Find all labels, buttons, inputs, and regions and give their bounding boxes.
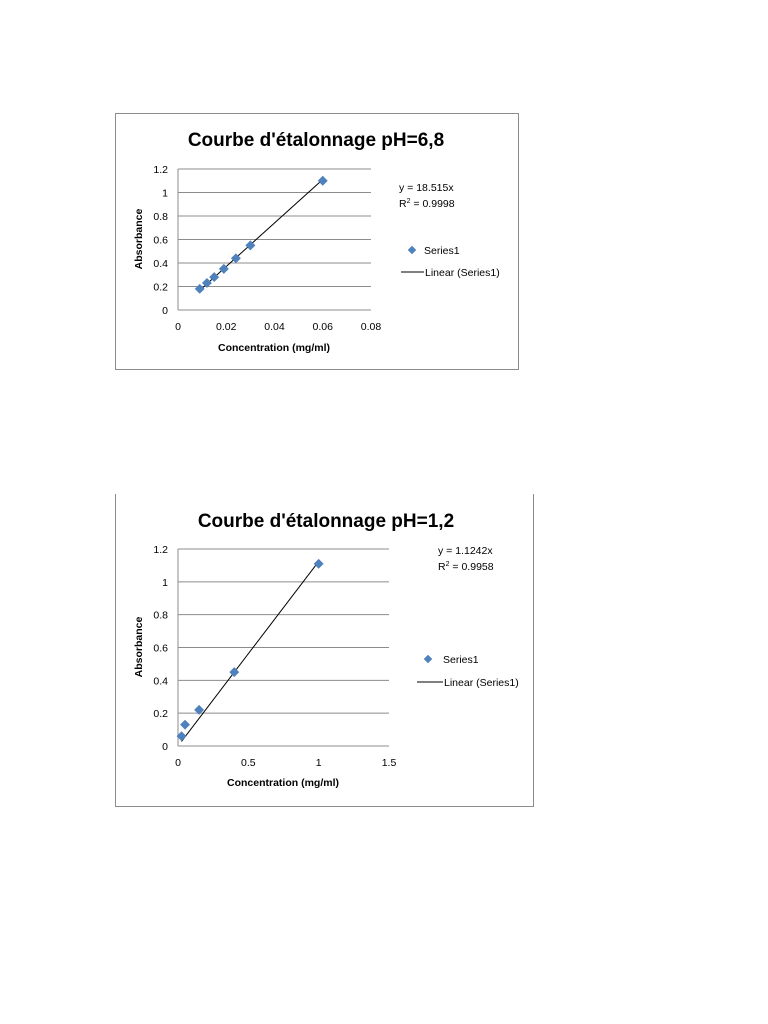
y-tick-label: 1: [162, 577, 168, 589]
data-point-diamond-icon: [245, 240, 256, 251]
x-axis-ticks: 0 0.5 1 1.5: [175, 757, 396, 769]
x-axis-label: Concentration (mg/ml): [218, 342, 330, 354]
y-tick-label: 0.4: [153, 258, 168, 270]
y-tick-label: 1.2: [153, 164, 168, 176]
y-tick-label: 0.8: [153, 610, 168, 622]
y-tick-label: 0.4: [153, 675, 168, 687]
data-point-diamond-icon: [317, 175, 328, 186]
y-tick-label: 0.6: [153, 235, 168, 247]
legend-linear: Linear (Series1): [425, 267, 500, 279]
y-tick-label: 0.6: [153, 643, 168, 655]
gridlines: [178, 168, 371, 311]
diamond-marker-icon: [407, 245, 417, 255]
data-point-diamond-icon: [230, 253, 241, 264]
data-point-diamond-icon: [202, 278, 212, 288]
x-tick-label: 1.5: [382, 757, 397, 769]
y-tick-label: 0.2: [153, 282, 168, 294]
legend-series1: Series1: [443, 654, 479, 666]
y-tick-label: 0: [162, 305, 168, 317]
y-tick-label: 1: [162, 188, 168, 200]
y-tick-label: 0.2: [153, 708, 168, 720]
chart-svg: Courbe d'étalonnage pH=6,8 0 0.2 0.4 0.6 0.8…: [133, 130, 500, 354]
y-tick-label: 1.2: [153, 544, 168, 556]
data-point-diamond-icon: [194, 283, 205, 294]
x-tick-label: 1: [316, 757, 322, 769]
chart-title: Courbe d'étalonnage pH=1,2: [198, 511, 454, 532]
y-tick-label: 0: [162, 741, 168, 753]
r-squared: R2 = 0.9958: [438, 561, 494, 573]
data-point-diamond-icon: [229, 667, 240, 678]
legend: Series1 Linear (Series1): [417, 654, 519, 689]
legend: Series1 Linear (Series1): [401, 245, 500, 279]
x-tick-label: 0.08: [361, 321, 382, 333]
trendline-path: [199, 179, 324, 291]
y-axis-label: Absorbance: [133, 617, 145, 678]
legend-series1: Series1: [424, 245, 460, 257]
data-points: [176, 558, 324, 742]
x-axis-ticks: 0 0.02 0.04 0.06 0.08: [175, 321, 381, 333]
x-tick-label: 0.06: [313, 321, 334, 333]
chart-ph-1-2: Courbe d'étalonnage pH=1,2 0 0.2 0.4 0.6 0.8…: [115, 494, 534, 807]
y-axis-label: Absorbance: [133, 209, 145, 270]
gridlines: [178, 548, 389, 747]
trendline: [199, 179, 324, 291]
x-tick-label: 0.02: [216, 321, 237, 333]
diamond-marker-icon: [423, 654, 433, 664]
chart-svg: Courbe d'étalonnage pH=1,2 0 0.2 0.4 0.6 0.8…: [133, 511, 519, 789]
chart-title: Courbe d'étalonnage pH=6,8: [188, 130, 444, 151]
x-tick-label: 0: [175, 321, 181, 333]
x-tick-label: 0.5: [241, 757, 256, 769]
y-axis-ticks: 0 0.2 0.4 0.6 0.8 1 1.2: [153, 544, 168, 753]
r-squared: R2 = 0.9998: [399, 198, 455, 210]
trend-equation: y = 18.515x: [399, 182, 454, 194]
trend-equation: y = 1.1242x: [438, 545, 493, 557]
y-axis-ticks: 0 0.2 0.4 0.6 0.8 1 1.2: [153, 164, 168, 317]
x-tick-label: 0.04: [264, 321, 285, 333]
data-point-diamond-icon: [209, 272, 220, 283]
x-tick-label: 0: [175, 757, 181, 769]
x-axis-label: Concentration (mg/ml): [227, 777, 339, 789]
legend-linear: Linear (Series1): [444, 677, 519, 689]
trendline-path: [181, 561, 320, 742]
chart-ph-6-8: Courbe d'étalonnage pH=6,8 0 0.2 0.4 0.6 0.8…: [115, 113, 519, 370]
trendline: [181, 561, 320, 742]
y-tick-label: 0.8: [153, 211, 168, 223]
data-point-diamond-icon: [180, 719, 190, 730]
data-point-diamond-icon: [313, 558, 324, 569]
